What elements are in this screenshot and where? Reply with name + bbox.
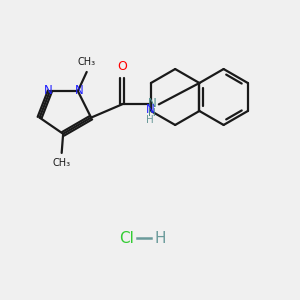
Text: N: N — [75, 84, 83, 97]
Text: Cl: Cl — [119, 231, 134, 246]
Text: N: N — [148, 97, 156, 110]
Text: H: H — [154, 231, 166, 246]
Text: O: O — [117, 60, 127, 73]
Text: CH₃: CH₃ — [52, 158, 71, 168]
Text: H: H — [146, 115, 154, 125]
Text: N: N — [146, 103, 154, 116]
Text: N: N — [44, 84, 53, 97]
Text: CH₃: CH₃ — [78, 57, 96, 67]
Text: H: H — [148, 108, 156, 118]
